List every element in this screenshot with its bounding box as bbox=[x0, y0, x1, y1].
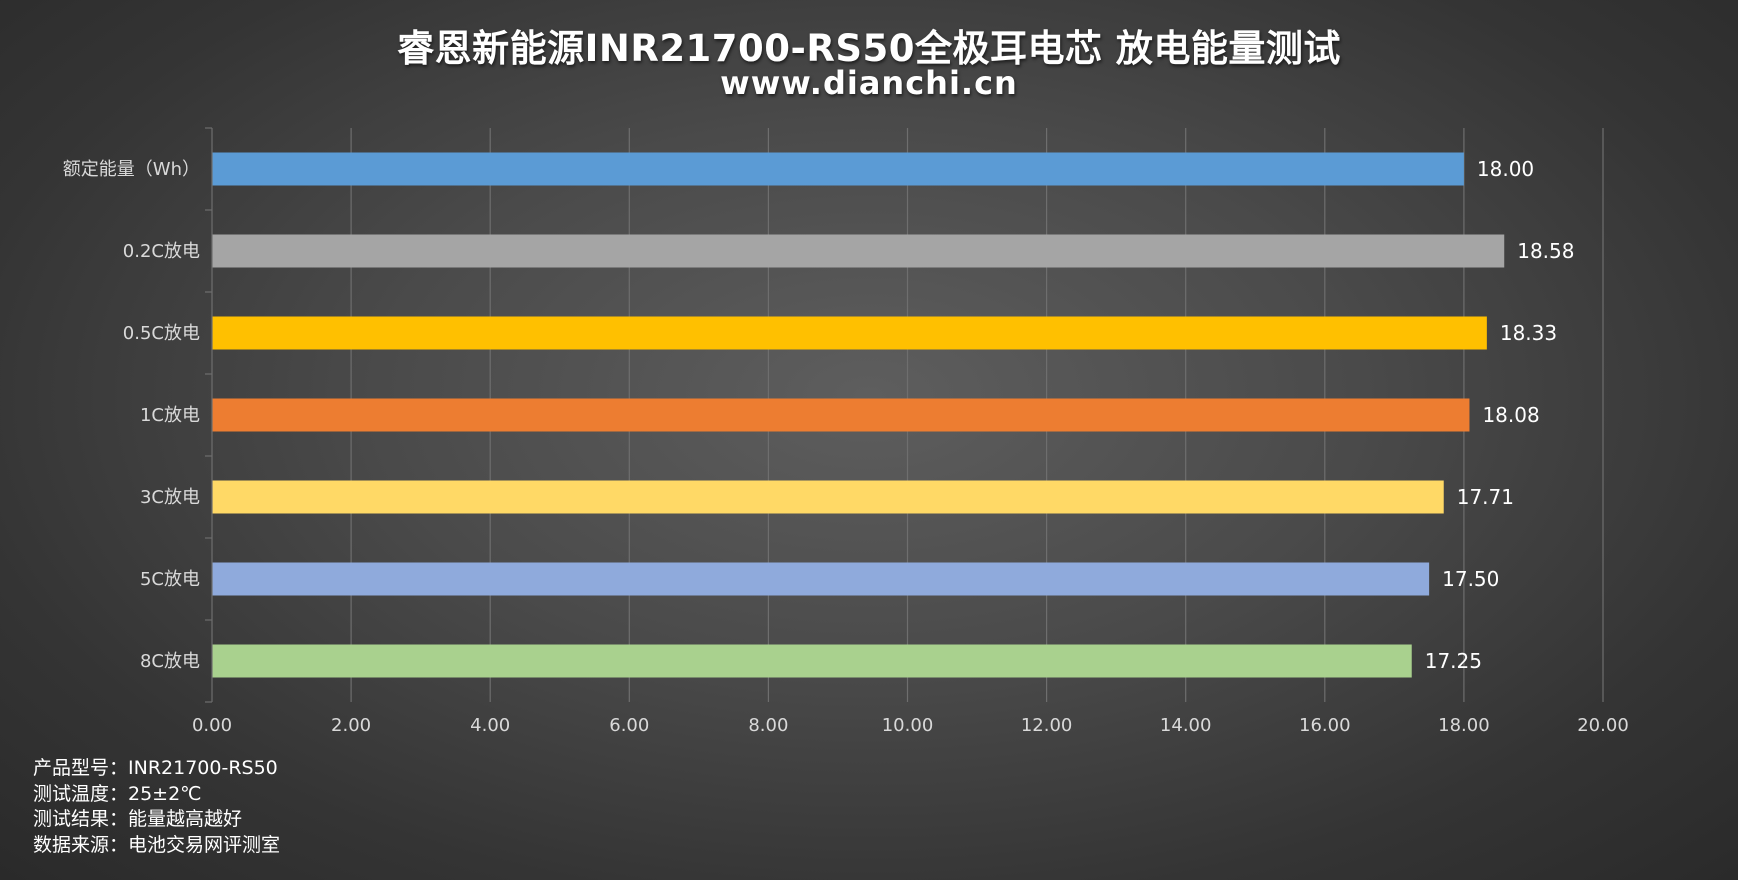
bar bbox=[212, 234, 1505, 268]
x-tick-label: 12.00 bbox=[1021, 715, 1073, 736]
bar-value-label: 17.50 bbox=[1442, 567, 1499, 591]
bar bbox=[212, 480, 1444, 514]
category-label: 3C放电 bbox=[140, 487, 200, 508]
bar bbox=[212, 316, 1487, 350]
bars: 18.00 18.58 18.33 18.08 17.71 17.50 17.25 bbox=[212, 152, 1575, 678]
category-label: 0.2C放电 bbox=[123, 241, 200, 262]
bar-value-label: 18.00 bbox=[1477, 157, 1534, 181]
category-label: 5C放电 bbox=[140, 569, 200, 590]
x-tick-label: 0.00 bbox=[192, 715, 232, 736]
chart-title: 睿恩新能源INR21700-RS50全极耳电芯 放电能量测试 bbox=[397, 27, 1341, 70]
note-source: 数据来源：电池交易网评测室 bbox=[33, 833, 281, 856]
note-temperature: 测试温度：25±2℃ bbox=[33, 782, 202, 805]
bar-value-label: 18.08 bbox=[1482, 403, 1539, 427]
x-tick-label: 6.00 bbox=[609, 715, 649, 736]
x-tick-label: 14.00 bbox=[1160, 715, 1212, 736]
notes-block: 产品型号：INR21700-RS50 测试温度：25±2℃ 测试结果：能量越高越… bbox=[33, 756, 280, 858]
note-model: 产品型号：INR21700-RS50 bbox=[33, 757, 278, 779]
bar bbox=[212, 562, 1430, 596]
x-tick-label: 4.00 bbox=[470, 715, 510, 736]
bar-value-label: 17.71 bbox=[1457, 485, 1514, 509]
x-tick-label: 8.00 bbox=[748, 715, 788, 736]
bar bbox=[212, 398, 1470, 432]
bar-value-label: 18.58 bbox=[1517, 239, 1574, 263]
note-result: 测试结果：能量越高越好 bbox=[33, 808, 243, 830]
chart-subtitle: www.dianchi.cn bbox=[720, 64, 1018, 102]
bar-value-label: 18.33 bbox=[1500, 321, 1557, 345]
x-tick-label: 2.00 bbox=[331, 715, 371, 736]
category-label: 8C放电 bbox=[140, 651, 200, 672]
bar-value-label: 17.25 bbox=[1425, 649, 1482, 673]
category-label: 0.5C放电 bbox=[123, 323, 200, 344]
axes: 0.00 2.00 4.00 6.00 8.00 10.00 12.00 14.00 16.00… bbox=[63, 127, 1629, 736]
x-tick-label: 10.00 bbox=[882, 715, 934, 736]
x-tick-label: 18.00 bbox=[1438, 715, 1490, 736]
x-tick-label: 16.00 bbox=[1299, 715, 1351, 736]
x-tick-label: 20.00 bbox=[1577, 715, 1629, 736]
bar bbox=[212, 644, 1412, 678]
category-label: 1C放电 bbox=[140, 405, 200, 426]
bar bbox=[212, 152, 1464, 186]
category-label: 额定能量（Wh） bbox=[63, 159, 200, 180]
